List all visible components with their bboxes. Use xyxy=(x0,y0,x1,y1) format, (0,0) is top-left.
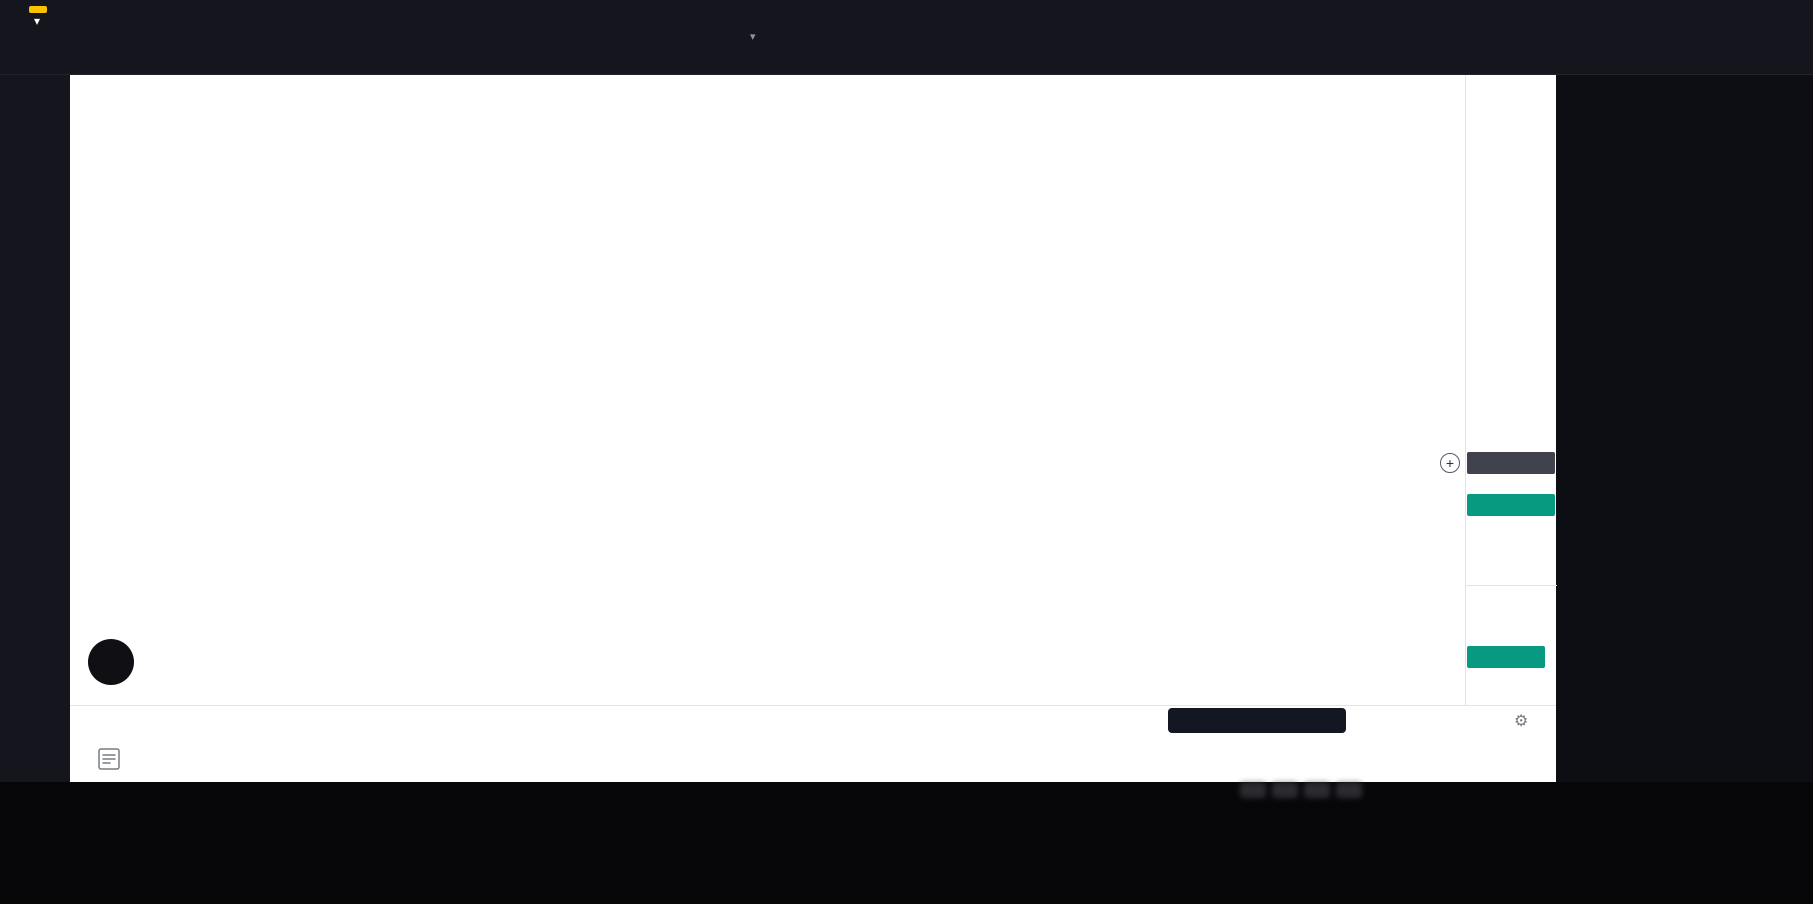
candlestick-chart[interactable] xyxy=(70,75,1465,705)
crosshair-time-badge xyxy=(1168,708,1346,733)
bottom-bar xyxy=(0,782,1813,904)
bottom-strip xyxy=(70,737,1556,782)
gear-icon[interactable]: ⚙ xyxy=(1514,713,1529,730)
blurred-watermark xyxy=(1240,782,1362,798)
logo-accent-bar xyxy=(29,6,47,13)
chevron-down-icon: ▾ xyxy=(750,31,756,43)
volume-badge xyxy=(1467,646,1545,668)
tradingview-logo[interactable] xyxy=(88,639,134,685)
symbol-selector[interactable]: ▾ xyxy=(24,14,40,28)
price-axis[interactable] xyxy=(1465,75,1557,705)
pane-separator xyxy=(1466,585,1557,586)
last-price-badge xyxy=(1467,494,1555,516)
crosshair-price-badge xyxy=(1467,452,1555,474)
crosshair-plus-icon[interactable]: + xyxy=(1440,453,1460,473)
drawing-toolbar xyxy=(0,75,70,782)
topbar: ▾ ▾ xyxy=(0,0,1813,75)
chevron-down-icon: ▾ xyxy=(34,14,41,28)
time-axis[interactable]: ⚙ xyxy=(70,705,1556,737)
object-tree-icon[interactable] xyxy=(96,746,122,772)
price-mode-dropdown[interactable]: ▾ xyxy=(742,30,756,43)
